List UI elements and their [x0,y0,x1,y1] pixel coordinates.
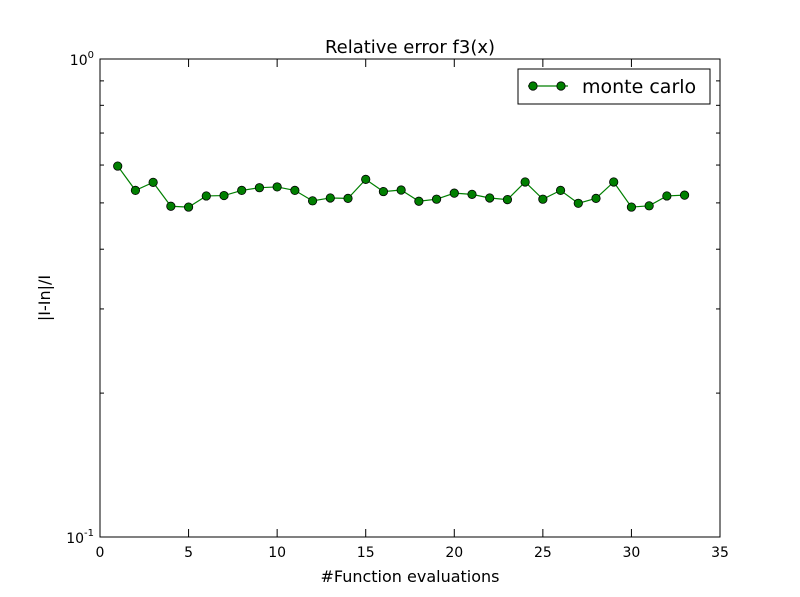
y-tick-exponent: -1 [84,528,94,539]
data-point [219,190,229,201]
legend-label: monte carlo [582,76,696,98]
x-axis-label: #Function evaluations [320,567,499,586]
data-point [378,186,389,197]
data-point [485,193,495,203]
legend-marker [556,81,566,91]
data-point [414,196,424,206]
data-point [201,191,211,201]
x-tick-label: 35 [711,545,729,561]
data-point [361,174,371,184]
data-point [609,177,619,187]
x-tick-label: 25 [534,545,552,561]
data-point [449,188,459,198]
data-point [502,194,513,205]
plot-frame [99,58,721,538]
data-point [130,185,141,196]
legend-marker [528,81,538,91]
y-tick-base: 10 [70,53,88,69]
data-point [290,185,300,196]
data-point [237,185,247,196]
data-point [555,185,566,196]
x-tick-label: 30 [623,545,641,561]
minor-ticks [100,80,720,394]
data-point [325,193,335,203]
chart-title: Relative error f3(x) [325,37,495,58]
x-tick-label: 15 [357,545,375,561]
data-point [254,183,265,193]
data-point [343,193,353,203]
data-point [166,201,176,211]
data-point [591,193,601,203]
data-point [520,177,530,187]
y-tick-base: 10 [66,531,84,547]
y-tick-label: 10-1 [66,528,94,547]
data-point [113,161,123,171]
x-tick-label: 0 [96,545,105,561]
data-point [662,191,672,201]
data-point [467,189,477,199]
series-layer [113,161,690,212]
data-point [626,202,637,212]
data-point [538,194,548,204]
x-tick-label: 10 [268,545,286,561]
legend-box [517,68,711,105]
data-point [183,202,194,212]
legend: monte carlo [517,68,711,105]
data-point [431,194,442,204]
x-tick-label: 20 [445,545,463,561]
data-point [272,182,282,192]
data-point [573,198,583,208]
data-point [644,201,654,211]
x-tick-labels: 0 5 10 15 20 25 30 35 [96,545,729,561]
x-tick-label: 5 [184,545,193,561]
data-point [148,177,158,187]
y-tick-exponent: 0 [88,50,94,61]
y-tick-label: 100 [70,50,94,69]
data-point [396,185,406,195]
data-point [307,196,318,206]
y-axis-label: |I-In|/I [35,275,54,321]
data-point [679,190,690,200]
